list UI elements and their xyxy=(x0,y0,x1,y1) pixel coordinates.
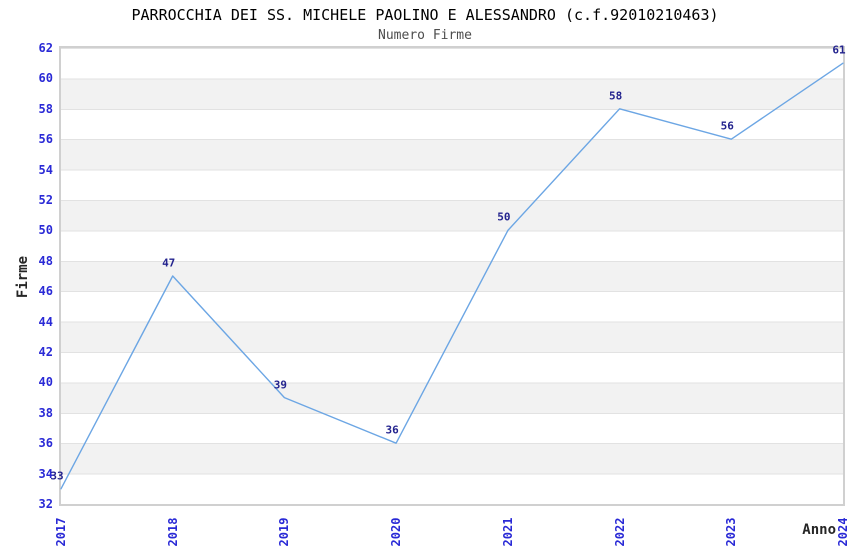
y-tick-label: 42 xyxy=(38,345,53,359)
x-tick-label: 2019 xyxy=(277,517,292,547)
line-chart-svg xyxy=(60,62,844,490)
y-tick-label: 32 xyxy=(38,497,53,511)
y-tick-label: 54 xyxy=(38,162,53,177)
x-axis-ticks: 2017 2018 2019 2020 2021 2022 2023 2024 xyxy=(54,506,850,550)
y-tick-label: 50 xyxy=(38,223,53,238)
plot-frame: 33 47 39 36 50 58 56 61 xyxy=(50,44,846,506)
y-tick-label: 58 xyxy=(38,101,53,116)
x-tick-label: 2024 xyxy=(836,517,850,547)
plot-area: 33 47 39 36 50 58 56 61 xyxy=(50,44,846,504)
y-tick-label: 60 xyxy=(38,71,53,86)
y-tick-label: 40 xyxy=(38,375,53,390)
y-tick-label: 38 xyxy=(38,405,53,420)
y-tick-label: 56 xyxy=(38,132,53,147)
y-tick-label: 36 xyxy=(38,436,53,451)
y-tick-label: 48 xyxy=(38,253,53,268)
y-axis-ticks: 32 34 36 38 40 42 44 46 48 50 52 54 56 58 60 62 xyxy=(0,41,53,511)
chart-title: PARROCCHIA DEI SS. MICHELE PAOLINO E ALE… xyxy=(131,6,719,24)
x-axis-title: Anno xyxy=(802,522,836,538)
y-tick-label: 62 xyxy=(38,41,53,55)
x-tick-label: 2020 xyxy=(389,517,404,547)
chart-subtitle: Numero Firme xyxy=(378,28,472,43)
x-tick-label: 2018 xyxy=(165,517,180,547)
y-tick-label: 44 xyxy=(38,314,53,329)
data-line xyxy=(60,62,844,490)
x-tick-label: 2021 xyxy=(500,517,515,547)
x-tick-label: 2017 xyxy=(54,517,68,547)
y-tick-label: 46 xyxy=(38,284,53,299)
x-tick-label: 2022 xyxy=(612,517,627,547)
x-tick-label: 2023 xyxy=(724,517,739,547)
y-tick-label: 34 xyxy=(38,466,53,481)
y-tick-label: 52 xyxy=(38,193,53,207)
